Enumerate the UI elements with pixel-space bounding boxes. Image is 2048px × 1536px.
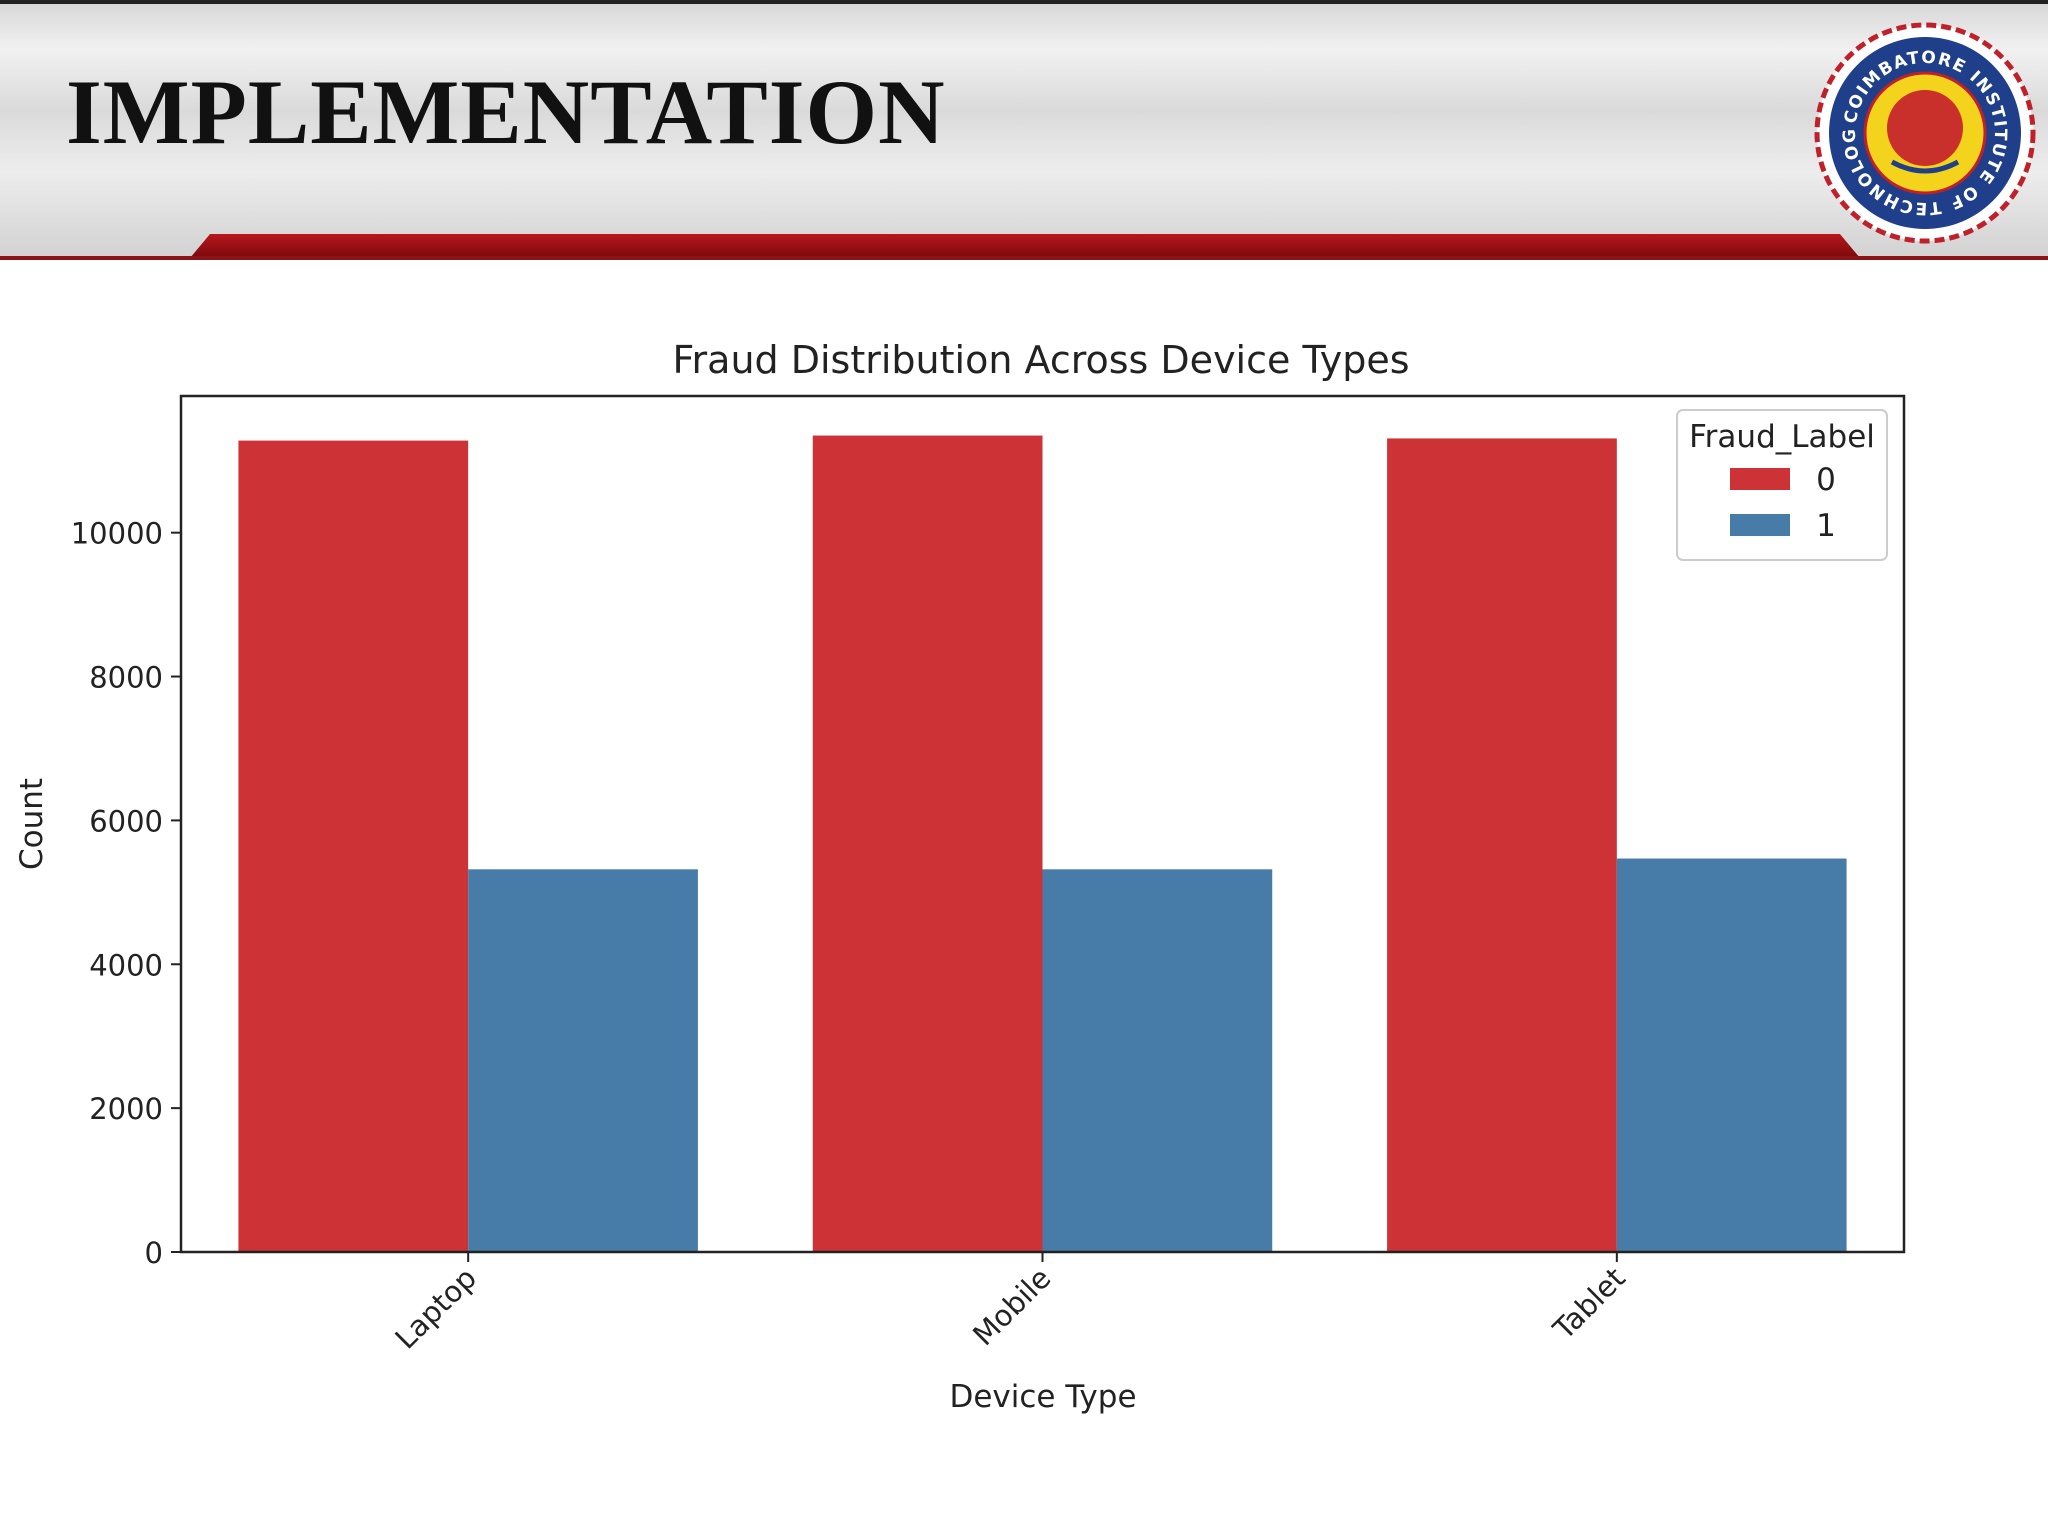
- bar-mobile-label-1: [1042, 869, 1273, 1252]
- logo-core: [1887, 90, 1963, 166]
- bars-layer: [238, 435, 1847, 1253]
- chart-title: Fraud Distribution Across Device Types: [672, 338, 1409, 382]
- legend: Fraud_Label 01: [1676, 409, 1888, 561]
- y-tick-label: 8000: [89, 661, 163, 695]
- legend-items: 01: [1730, 462, 1836, 544]
- x-tick-label-tablet: Tablet: [1546, 1261, 1632, 1347]
- slide-title: IMPLEMENTATION: [66, 61, 946, 163]
- bar-laptop-label-0: [238, 440, 469, 1252]
- y-tick-label: 0: [145, 1236, 163, 1270]
- y-tick-label: 2000: [89, 1092, 163, 1126]
- y-tick-label: 6000: [89, 804, 163, 838]
- x-axis: Laptop Mobile Tablet: [388, 1252, 1632, 1356]
- logo-banner: [1890, 159, 1960, 174]
- institute-logo: COIMBATORE INSTITUTE OF TECHNOLOGY: [1814, 22, 2036, 244]
- x-axis-label: Device Type: [949, 1379, 1136, 1415]
- bar-laptop-label-1: [468, 869, 698, 1252]
- y-axis: 0 2000 4000 6000 8000 10000: [71, 517, 181, 1270]
- legend-swatch-1: [1730, 514, 1790, 536]
- x-tick-label-mobile: Mobile: [966, 1261, 1057, 1352]
- y-tick-label: 4000: [89, 948, 163, 982]
- bar-mobile-label-0: [812, 435, 1043, 1253]
- y-axis-label: Count: [14, 778, 50, 870]
- legend-label-0: 0: [1816, 462, 1836, 498]
- y-tick-label: 10000: [71, 517, 163, 551]
- header-line: [0, 256, 2048, 260]
- x-tick-label-laptop: Laptop: [388, 1261, 483, 1356]
- legend-title: Fraud_Label: [1689, 419, 1875, 455]
- legend-swatch-0: [1730, 468, 1790, 490]
- slide-header: IMPLEMENTATION COIMBATORE INSTITUTE OF T…: [0, 0, 2048, 260]
- header-stripe: [190, 234, 1860, 258]
- bar-tablet-label-0: [1387, 438, 1617, 1253]
- legend-label-1: 1: [1816, 508, 1836, 544]
- bar-tablet-label-1: [1616, 858, 1847, 1252]
- bar-chart: Fraud Distribution Across Device Types 0…: [14, 338, 1906, 1415]
